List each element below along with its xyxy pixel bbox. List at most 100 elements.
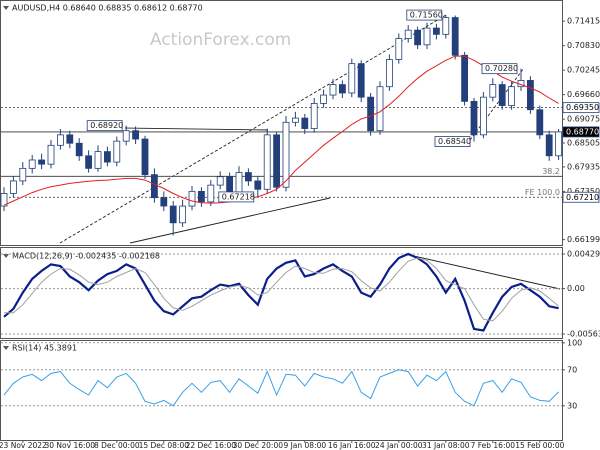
candle-body [216, 176, 224, 186]
candle-body [498, 84, 506, 106]
indicator-line [3, 369, 559, 407]
rsi-frame [0, 340, 563, 441]
candle-body [442, 17, 450, 35]
candle-body [367, 96, 375, 132]
x-tick-label: 8 Dec 00:00 [94, 441, 140, 450]
candle-body [188, 190, 196, 207]
candle-body [160, 197, 168, 207]
y-tick-label: 0.66199 [567, 235, 600, 244]
candle-body [66, 134, 74, 144]
price-box [562, 126, 600, 138]
annotation-box [481, 63, 518, 75]
x-tick-label: 15 Dec 08:00 [139, 441, 190, 450]
resistance-line [124, 127, 269, 131]
candle-body [150, 174, 158, 199]
candle-body [38, 159, 45, 165]
candle-body [545, 134, 553, 157]
rsi-title: RSI(14) 45.3891 [12, 344, 77, 353]
x-tick-label: 23 Nov 2022 [0, 441, 47, 450]
annotation-label: 0.67218 [222, 192, 255, 201]
candle-body [28, 159, 36, 169]
watermark: ActionForex.com [150, 30, 291, 50]
candle-body [282, 121, 290, 188]
candle-body [47, 144, 55, 165]
candle-body [479, 96, 487, 136]
annotation-box [218, 191, 255, 203]
candle-body [461, 54, 469, 102]
annotation-box [406, 9, 443, 21]
y-tick-label: 0.67935 [567, 162, 600, 171]
macd-frame [0, 247, 563, 339]
candle-body [19, 167, 27, 182]
macd-trendline [404, 253, 561, 290]
x-tick-label: 16 Jan 16:00 [328, 441, 376, 450]
candle-body [414, 29, 422, 46]
candle-body [320, 94, 328, 104]
y-tick-label: 0.69075 [567, 115, 600, 124]
candle-body [310, 103, 318, 129]
price-box-label: 0.67210 [566, 193, 599, 202]
y-tick-label: 0.68505 [567, 139, 600, 148]
support-line [129, 197, 331, 244]
y-tick-label: 0.70830 [567, 41, 600, 50]
level-label: FE 100.0 [525, 188, 560, 197]
candle-body [470, 100, 478, 136]
annotation-label: 0.68920 [90, 121, 123, 130]
candle-body [273, 134, 281, 188]
annotation-label: 0.70280 [485, 64, 518, 73]
trendlines [59, 14, 561, 290]
candle-body [94, 151, 102, 169]
candle-body [104, 151, 111, 163]
candle-body [376, 86, 384, 132]
panel-icon [3, 254, 9, 258]
price-box-label: 0.69350 [566, 103, 599, 112]
x-tick-label: 30 Nov 16:00 [45, 441, 96, 450]
candle-body [404, 29, 412, 39]
panel-icon [3, 346, 9, 350]
y-tick-label: 0.71415 [567, 17, 600, 26]
annotation-box [86, 120, 123, 132]
x-tick-label: 31 Jan 08:00 [422, 441, 470, 450]
candle-body [263, 134, 271, 190]
price-box-label: 0.68770 [566, 127, 599, 136]
y-tick-label: 0.004299 [567, 249, 600, 258]
indicator-line [4, 257, 559, 322]
candle-body [169, 205, 177, 224]
candle-body [75, 142, 83, 157]
x-tick-label: 22 Dec 16:00 [186, 441, 237, 450]
candle-body [527, 80, 534, 111]
candle-body [9, 180, 17, 194]
annotation-label: 0.68540 [438, 137, 471, 146]
x-tick-label: 9 Jan 08:00 [283, 441, 326, 450]
price-frame [0, 0, 563, 246]
candle-body [207, 184, 215, 203]
candle-body [395, 38, 403, 60]
candle-body [132, 130, 140, 140]
x-tick-label: 24 Jan 00:00 [375, 441, 423, 450]
candle-body [338, 84, 346, 94]
candle-body [113, 140, 121, 163]
candle-body [0, 193, 8, 207]
candle-body [57, 134, 64, 146]
candle-body [197, 190, 205, 203]
panel-icon [3, 6, 9, 10]
candle-body [357, 63, 365, 98]
price-box [562, 191, 600, 203]
y-tick-label: 0.70245 [567, 66, 600, 75]
candle-body [432, 27, 440, 35]
indicator-line [3, 252, 559, 332]
price-box [562, 102, 600, 114]
candle-body [348, 63, 356, 94]
candle-body [423, 27, 431, 46]
x-tick-label: 7 Feb 16:00 [471, 441, 516, 450]
candle-body [179, 205, 187, 224]
candle-body [385, 59, 393, 88]
level-label: 38.2 [542, 167, 560, 176]
candle-body [226, 176, 234, 194]
candle-body [329, 84, 337, 96]
y-tick-label: 70 [567, 365, 577, 374]
candle-body [235, 172, 243, 194]
x-tick-label: 30 Dec 20:00 [233, 441, 284, 450]
candle-body [301, 117, 309, 129]
price-title: AUDUSD,H4 0.68640 0.68835 0.68612 0.6877… [12, 4, 203, 13]
